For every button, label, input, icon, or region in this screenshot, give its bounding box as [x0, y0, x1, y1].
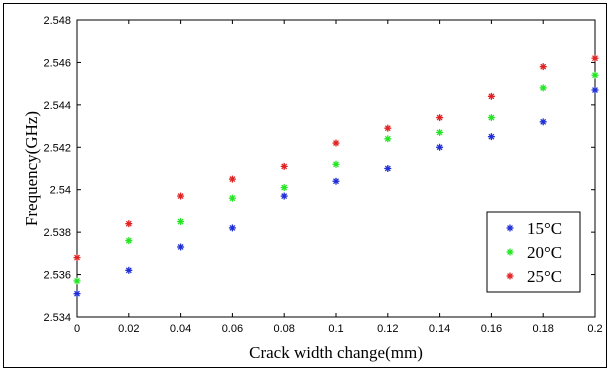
data-points: [73, 54, 599, 298]
data-point: [177, 243, 185, 251]
data-point: [332, 139, 340, 147]
y-tick-label: 2.538: [43, 227, 71, 239]
data-point: [539, 63, 547, 71]
data-point: [73, 277, 81, 285]
data-point: [591, 86, 599, 94]
data-point: [280, 192, 288, 200]
data-point: [539, 84, 547, 92]
x-axis: 0 0.02 0.04 0.06 0.08 0.1 0.12 0.14 0.16 0.18 0.2: [74, 20, 603, 335]
figure-frame: [3, 3, 607, 368]
y-tick-label: 2.534: [43, 312, 71, 324]
x-tick-label: 0.16: [481, 323, 502, 335]
data-point: [125, 266, 133, 274]
y-tick-label: 2.54: [50, 185, 71, 197]
legend: 15°C 20°C 25°C: [486, 211, 581, 293]
data-point: [177, 192, 185, 200]
data-point: [73, 290, 81, 298]
y-tick-label: 2.536: [43, 270, 71, 282]
y-tick-label: 2.542: [43, 142, 71, 154]
x-tick-label: 0.14: [429, 323, 450, 335]
data-point: [280, 184, 288, 192]
x-tick-label: 0.1: [328, 323, 343, 335]
x-tick-label: 0.06: [222, 323, 243, 335]
legend-entry: 25°C: [527, 267, 562, 286]
data-point: [436, 114, 444, 122]
data-point: [228, 194, 236, 202]
y-tick-label: 2.546: [43, 57, 71, 69]
data-point: [384, 124, 392, 132]
data-point: [73, 254, 81, 262]
x-tick-label: 0.02: [118, 323, 139, 335]
data-point: [487, 133, 495, 141]
data-point: [436, 128, 444, 136]
data-point: [487, 114, 495, 122]
data-point: [332, 160, 340, 168]
data-point: [384, 165, 392, 172]
x-tick-label: 0.08: [273, 323, 294, 335]
legend-box: [486, 211, 581, 293]
data-point: [280, 162, 288, 170]
y-axis-label: Frequency(GHz): [22, 111, 41, 226]
legend-entry: 20°C: [527, 243, 562, 262]
data-point: [332, 177, 340, 185]
data-point: [125, 220, 133, 228]
data-point: [591, 71, 599, 79]
data-point: [177, 218, 185, 226]
data-point: [228, 175, 236, 183]
x-tick-label: 0.12: [377, 323, 398, 335]
legend-marker: [506, 248, 514, 256]
y-axis: 2.534 2.536 2.538 2.54 2.542 2.544 2.546 2.548: [43, 15, 595, 324]
x-tick-label: 0.2: [587, 323, 602, 335]
legend-marker: [506, 272, 514, 280]
data-point: [228, 224, 236, 232]
y-tick-label: 2.544: [43, 100, 71, 112]
legend-marker: [506, 224, 514, 232]
x-tick-label: 0.18: [532, 323, 553, 335]
x-tick-label: 0.04: [170, 323, 191, 335]
data-point: [487, 92, 495, 100]
x-axis-label: Crack width change(mm): [249, 343, 423, 362]
y-tick-label: 2.548: [43, 15, 71, 27]
x-tick-label: 0: [74, 323, 80, 335]
data-point: [125, 237, 133, 245]
data-point: [384, 135, 392, 143]
data-point: [436, 143, 444, 151]
legend-entry: 15°C: [527, 219, 562, 238]
data-point: [591, 54, 599, 62]
data-point: [539, 118, 547, 126]
